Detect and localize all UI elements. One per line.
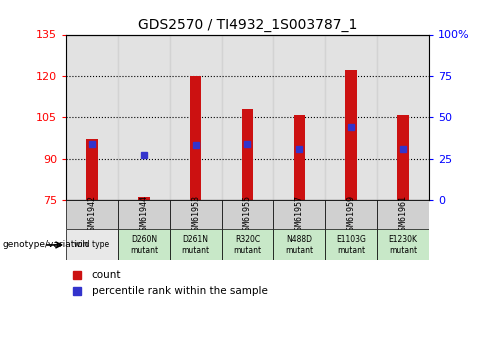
- Bar: [377, 34, 429, 200]
- Bar: [325, 229, 377, 260]
- Bar: [294, 115, 305, 200]
- Bar: [242, 109, 253, 200]
- Bar: [66, 229, 118, 260]
- Bar: [221, 34, 273, 200]
- Bar: [86, 139, 98, 200]
- Bar: [221, 229, 273, 260]
- Text: E1103G
mutant: E1103G mutant: [336, 235, 366, 255]
- Text: D261N
mutant: D261N mutant: [182, 235, 210, 255]
- Bar: [397, 115, 409, 200]
- Bar: [170, 34, 221, 200]
- Bar: [66, 200, 118, 229]
- Title: GDS2570 / TI4932_1S003787_1: GDS2570 / TI4932_1S003787_1: [138, 18, 357, 32]
- Bar: [118, 229, 170, 260]
- Bar: [325, 200, 377, 229]
- Bar: [190, 76, 201, 200]
- Bar: [345, 70, 357, 200]
- Text: GSM61944: GSM61944: [139, 195, 148, 235]
- Bar: [273, 229, 325, 260]
- Bar: [170, 229, 221, 260]
- Bar: [325, 34, 377, 200]
- Bar: [138, 197, 149, 200]
- Bar: [66, 34, 118, 200]
- Bar: [273, 34, 325, 200]
- Text: D260N
mutant: D260N mutant: [130, 235, 158, 255]
- Text: GSM61961: GSM61961: [398, 195, 407, 235]
- Text: GSM61955: GSM61955: [243, 195, 252, 235]
- Bar: [221, 200, 273, 229]
- Bar: [377, 200, 429, 229]
- Text: count: count: [92, 269, 121, 279]
- Text: E1230K
mutant: E1230K mutant: [389, 235, 417, 255]
- Text: N488D
mutant: N488D mutant: [285, 235, 313, 255]
- Text: GSM61959: GSM61959: [346, 195, 356, 235]
- Text: percentile rank within the sample: percentile rank within the sample: [92, 286, 268, 296]
- Text: GSM61957: GSM61957: [295, 195, 304, 235]
- Text: R320C
mutant: R320C mutant: [233, 235, 262, 255]
- Text: GSM61942: GSM61942: [88, 195, 97, 235]
- Text: wild type: wild type: [74, 240, 110, 249]
- Text: GSM61953: GSM61953: [191, 195, 200, 235]
- Text: genotype/variation: genotype/variation: [2, 240, 89, 249]
- Bar: [377, 229, 429, 260]
- Bar: [118, 34, 170, 200]
- Bar: [118, 200, 170, 229]
- Bar: [273, 200, 325, 229]
- Bar: [170, 200, 221, 229]
